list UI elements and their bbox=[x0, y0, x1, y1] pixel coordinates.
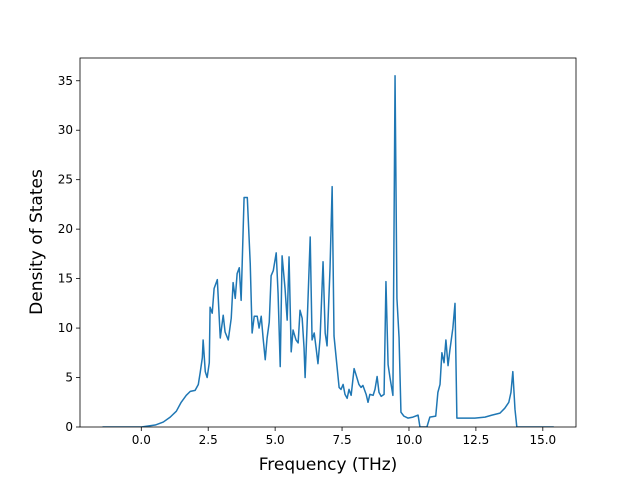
x-tick-label: 0.0 bbox=[132, 433, 151, 447]
x-tick-label: 5.0 bbox=[266, 433, 285, 447]
x-axis-title: Frequency (THz) bbox=[259, 455, 398, 475]
x-tick-label: 12.5 bbox=[463, 433, 490, 447]
line-series bbox=[102, 75, 554, 427]
y-tick-label: 10 bbox=[58, 321, 73, 335]
x-tick-label: 2.5 bbox=[199, 433, 218, 447]
x-tick-label: 10.0 bbox=[396, 433, 423, 447]
x-tick-label: 7.5 bbox=[333, 433, 352, 447]
x-tick-label: 15.0 bbox=[529, 433, 556, 447]
y-tick-label: 0 bbox=[65, 420, 73, 434]
y-tick-label: 15 bbox=[58, 272, 73, 286]
y-axis-title: Density of States bbox=[27, 169, 47, 315]
plot-frame bbox=[79, 57, 577, 428]
y-tick-label: 5 bbox=[65, 371, 73, 385]
y-tick-label: 20 bbox=[58, 222, 73, 236]
y-tick-label: 35 bbox=[58, 74, 73, 88]
y-tick-label: 30 bbox=[58, 123, 73, 137]
y-tick-label: 25 bbox=[58, 173, 73, 187]
